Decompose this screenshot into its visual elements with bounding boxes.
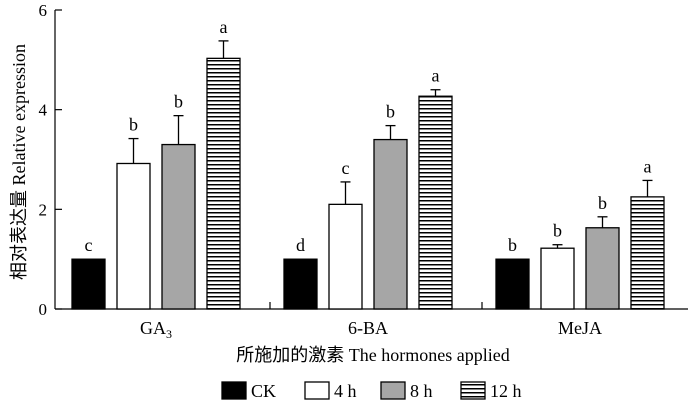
- significance-letter: a: [644, 156, 652, 176]
- y-tick-label: 6: [39, 1, 48, 20]
- significance-letter: b: [174, 92, 183, 112]
- x-tick-label: MeJA: [558, 318, 602, 338]
- significance-letter: b: [553, 221, 562, 241]
- y-tick-label: 4: [39, 101, 48, 120]
- x-tick-label: GA3: [140, 318, 172, 341]
- bar: [283, 258, 318, 310]
- y-axis-label: 相对表达量 Relative expression: [9, 44, 29, 280]
- significance-letter: b: [129, 115, 138, 135]
- significance-letter: b: [598, 193, 607, 213]
- significance-letters: c b b a d c b a b b b a: [85, 17, 652, 255]
- significance-letter: a: [432, 66, 440, 86]
- bars: [71, 57, 665, 310]
- bar: [540, 247, 575, 310]
- bar: [161, 143, 196, 310]
- significance-letter: d: [296, 235, 305, 255]
- bar: [585, 227, 620, 310]
- legend-label: 8 h: [410, 381, 433, 401]
- x-tick-label: 6-BA: [348, 318, 388, 338]
- legend-swatch: [304, 381, 330, 400]
- legend-label: 12 h: [490, 381, 522, 401]
- x-ticks: GA3 6-BA MeJA: [140, 302, 602, 341]
- bar: [328, 203, 363, 310]
- significance-letter: c: [85, 235, 93, 255]
- legend-label: 4 h: [334, 381, 357, 401]
- legend-label: CK: [251, 381, 276, 401]
- legend: CK 4 h 8 h 12 h: [221, 381, 522, 401]
- x-axis-label: 所施加的激素 The hormones applied: [236, 345, 509, 365]
- bar: [373, 138, 408, 310]
- bar: [418, 95, 453, 310]
- bar: [71, 258, 106, 310]
- bar: [116, 162, 151, 310]
- significance-letter: a: [220, 17, 228, 37]
- y-tick-label: 0: [39, 300, 48, 319]
- bar: [630, 196, 665, 310]
- x-tick-label-main: MeJA: [558, 318, 602, 338]
- bar: [495, 258, 530, 310]
- significance-letter: b: [386, 102, 395, 122]
- x-tick-label-main: 6-BA: [348, 318, 388, 338]
- bar: [206, 57, 241, 310]
- legend-swatch: [221, 381, 247, 400]
- x-tick-label-main: GA: [140, 318, 166, 338]
- significance-letter: c: [342, 158, 350, 178]
- significance-letter: b: [508, 235, 517, 255]
- x-tick-label-subscript: 3: [166, 327, 172, 341]
- legend-swatch: [460, 381, 486, 400]
- legend-swatch: [380, 381, 406, 400]
- y-ticks: 0 2 4 6: [39, 1, 62, 319]
- y-tick-label: 2: [39, 200, 48, 219]
- error-bars: [128, 40, 653, 249]
